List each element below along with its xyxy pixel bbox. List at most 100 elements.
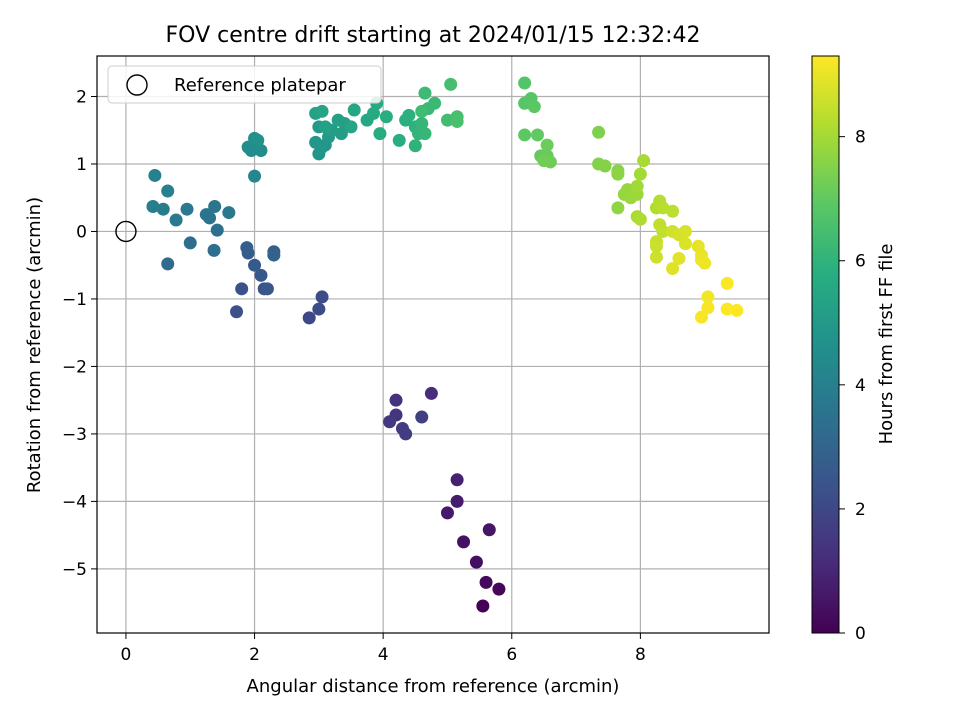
data-point <box>701 290 715 304</box>
data-point <box>302 311 316 325</box>
data-point <box>479 575 493 589</box>
colorbar-tick-label: 2 <box>855 500 866 520</box>
chart-title: FOV centre drift starting at 2024/01/15 … <box>166 23 701 48</box>
plot-frame <box>96 55 770 634</box>
data-point <box>315 104 329 118</box>
data-point <box>440 506 454 520</box>
x-tick-label: 0 <box>121 645 132 665</box>
data-point <box>482 523 496 537</box>
data-point <box>230 305 244 319</box>
data-point <box>450 473 464 487</box>
data-point <box>169 213 183 227</box>
data-point <box>418 86 432 100</box>
data-point <box>146 199 160 213</box>
data-point <box>156 202 170 216</box>
legend-box <box>107 65 382 104</box>
data-point <box>240 241 254 255</box>
data-point <box>148 168 162 182</box>
x-tick-label: 4 <box>378 645 389 665</box>
legend-reference-marker <box>126 74 148 96</box>
data-point <box>248 258 262 272</box>
data-point <box>267 248 281 262</box>
data-point <box>379 110 393 124</box>
data-point <box>698 256 712 270</box>
y-axis-label: Rotation from reference (arcmin) <box>24 197 45 493</box>
data-point <box>730 303 744 317</box>
data-point <box>444 77 458 91</box>
data-point <box>244 143 258 157</box>
x-tick-label: 6 <box>506 645 517 665</box>
data-point <box>367 106 381 120</box>
colorbar-ticks: 0 2 4 6 8 <box>839 128 866 644</box>
data-point <box>672 251 686 265</box>
data-point <box>334 127 348 141</box>
data-point <box>637 154 651 168</box>
data-point <box>530 128 544 142</box>
colorbar-tick-label: 8 <box>855 128 866 148</box>
data-point <box>415 116 429 130</box>
data-point <box>424 386 438 400</box>
data-point <box>415 410 429 424</box>
data-point <box>720 276 734 290</box>
data-point <box>254 143 268 157</box>
data-point <box>633 167 647 181</box>
data-point <box>248 169 262 183</box>
data-point <box>428 96 442 110</box>
reference-platepar-marker <box>115 220 137 243</box>
data-point <box>537 154 551 168</box>
data-point <box>666 204 680 218</box>
data-point <box>598 159 612 173</box>
data-point <box>694 310 708 324</box>
data-point <box>161 257 175 271</box>
data-point <box>383 415 397 429</box>
data-point <box>720 302 734 316</box>
data-point <box>415 104 429 118</box>
y-tick-label: −5 <box>62 560 87 580</box>
data-point <box>235 282 249 296</box>
grid <box>97 56 769 633</box>
legend: Reference platepar <box>107 65 382 104</box>
data-point <box>207 243 221 257</box>
data-point <box>347 103 361 117</box>
data-point <box>678 224 692 238</box>
y-axis-ticks: −5 −4 −3 −2 −1 0 1 2 <box>62 87 97 580</box>
x-tick-label: 2 <box>249 645 260 665</box>
y-tick-label: 0 <box>76 222 87 242</box>
data-point <box>318 120 332 134</box>
data-point <box>402 108 416 122</box>
data-point <box>649 239 663 253</box>
data-point <box>399 427 413 441</box>
data-point <box>210 223 224 237</box>
colorbar-gradient <box>811 55 840 634</box>
y-tick-label: 2 <box>76 87 87 107</box>
data-point <box>518 76 532 90</box>
y-tick-label: −4 <box>62 492 87 512</box>
colorbar-label: Hours from first FF file <box>876 244 897 445</box>
data-point <box>476 599 490 613</box>
data-point <box>450 114 464 128</box>
data-point <box>649 250 663 264</box>
data-point <box>180 202 194 216</box>
data-point <box>315 290 329 304</box>
data-point <box>633 212 647 226</box>
data-point <box>161 184 175 198</box>
colorbar-tick-label: 6 <box>855 252 866 272</box>
data-point <box>418 127 432 141</box>
data-point <box>469 555 483 569</box>
data-point <box>457 535 471 549</box>
data-point <box>312 302 326 316</box>
y-tick-label: 1 <box>76 155 87 175</box>
y-tick-label: −2 <box>62 357 87 377</box>
data-point <box>701 301 715 315</box>
x-axis-ticks: 0 2 4 6 8 <box>121 633 646 665</box>
colorbar-tick-label: 4 <box>855 376 866 396</box>
data-point <box>408 139 422 153</box>
data-point <box>656 224 670 238</box>
data-point <box>492 582 506 596</box>
data-point <box>611 167 625 181</box>
data-points <box>146 76 744 613</box>
x-axis-label: Angular distance from reference (arcmin) <box>247 676 620 697</box>
data-point <box>183 236 197 250</box>
data-point <box>611 201 625 215</box>
